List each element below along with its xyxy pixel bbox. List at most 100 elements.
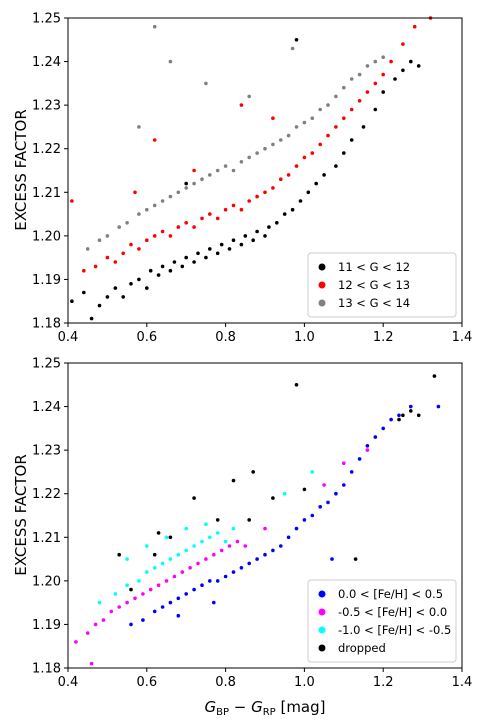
point-s1-40 [401, 42, 405, 46]
point-s0-0 [70, 299, 74, 304]
point-s0-7 [129, 282, 133, 286]
point-s1-26 [286, 173, 291, 177]
point-s1-4 [113, 260, 118, 264]
point-s0-3 [160, 605, 165, 609]
point-s2-15 [215, 168, 220, 173]
point-s0-29 [365, 444, 370, 448]
point-s3-7 [231, 478, 236, 483]
point-s1-36 [365, 90, 370, 94]
point-s2-27 [310, 116, 315, 120]
point-s2-16 [184, 526, 188, 531]
point-s1-8 [141, 592, 145, 596]
point-s0-26 [342, 483, 346, 487]
point-s1-16 [208, 212, 212, 216]
point-s2-31 [342, 85, 346, 90]
plot-frame [67, 17, 463, 324]
point-s1-9 [148, 587, 153, 592]
point-s0-28 [357, 457, 362, 461]
x-label-g2: G [251, 698, 263, 716]
point-s1-3 [105, 255, 110, 260]
point-s1-16 [204, 557, 208, 561]
y-tick-label-2: 1.20 [32, 229, 61, 244]
point-s2-29 [326, 103, 330, 107]
point-s2-18 [164, 535, 169, 540]
point-s0-25 [239, 242, 244, 247]
point-s3-4 [397, 417, 401, 422]
y-tick-label-1: 1.19 [32, 618, 61, 633]
point-s1-20 [235, 539, 240, 544]
point-s1-19 [227, 544, 232, 548]
point-s0-20 [208, 247, 212, 251]
point-s1-5 [121, 251, 125, 256]
point-s0-25 [334, 491, 338, 496]
legend-box [307, 252, 457, 318]
x-tick-label-4: 1.2 [373, 330, 394, 345]
point-s0-5 [176, 596, 181, 601]
point-s0-39 [342, 151, 346, 155]
point-s2-15 [231, 526, 236, 531]
point-s1-33 [342, 116, 346, 120]
point-s2-5 [152, 566, 157, 570]
point-s3-14 [271, 496, 275, 500]
point-s0-8 [200, 583, 204, 587]
point-s1-21 [243, 544, 248, 548]
point-s0-9 [208, 579, 212, 583]
point-s0-15 [180, 264, 185, 269]
point-s2-4 [145, 570, 149, 574]
point-s1-22 [255, 194, 259, 199]
point-s0-4 [168, 600, 173, 605]
x-tick-label-1: 0.6 [136, 675, 157, 690]
y-tick-label-4: 1.22 [32, 487, 61, 502]
point-s3-16 [302, 487, 307, 492]
point-s2-1 [113, 592, 118, 596]
point-s1-21 [247, 199, 251, 203]
legend-marker-0 [318, 263, 326, 271]
point-s0-23 [227, 247, 232, 251]
point-s1-14 [188, 566, 192, 570]
point-s0-14 [172, 260, 177, 264]
point-s2-9 [168, 194, 173, 199]
point-s0-11 [156, 273, 161, 277]
data-points [74, 374, 441, 666]
x-tick-label-5: 1.4 [452, 675, 473, 690]
point-s0-28 [255, 229, 259, 234]
point-s0-32 [389, 417, 393, 422]
point-s2-9 [184, 548, 188, 553]
point-s0-11 [223, 574, 228, 579]
point-s2-12 [192, 181, 196, 186]
point-s3-1 [432, 374, 437, 378]
axis-ticks: 0.4 0.6 0.8 1.0 1.2 1.4 1.18 1.19 1.20 1.21 1.22 1.… [32, 357, 472, 691]
y-tick-label-4: 1.22 [32, 142, 61, 157]
point-s0-27 [349, 470, 354, 474]
point-s1-41 [412, 24, 417, 29]
point-s3-3 [409, 409, 413, 413]
point-s2-8 [176, 552, 181, 557]
point-s0-10 [148, 268, 153, 273]
point-s1-28 [302, 155, 307, 160]
point-s2-16 [223, 164, 228, 168]
scatter-panel-bottom: EXCESS FACTOR 0.4 0.6 0.8 1.0 1.2 1.4 1.18 1.19… [12, 357, 472, 719]
data-points [70, 16, 433, 321]
point-s0-7 [192, 587, 196, 592]
point-s0-32 [282, 212, 287, 216]
point-s0-4 [105, 295, 110, 299]
point-s2-7 [168, 557, 173, 561]
point-s2-19 [247, 155, 251, 160]
point-s0-44 [393, 77, 397, 81]
point-s1-6 [129, 242, 133, 247]
y-tick-label-7: 1.25 [32, 357, 61, 372]
point-s1-37 [373, 81, 378, 86]
legend-marker-2 [318, 299, 326, 307]
x-tick-label-5: 1.4 [452, 330, 473, 345]
point-s0-18 [196, 251, 200, 256]
point-s0-16 [184, 255, 188, 260]
point-s2-26 [302, 120, 307, 125]
point-s1-26 [89, 661, 94, 666]
point-s1-43 [152, 138, 157, 142]
point-s2-17 [204, 522, 208, 526]
point-s2-5 [137, 212, 141, 216]
point-s0-21 [215, 251, 220, 256]
point-s3-12 [215, 518, 220, 522]
point-s0-46 [409, 59, 413, 64]
point-s1-23 [263, 190, 267, 195]
